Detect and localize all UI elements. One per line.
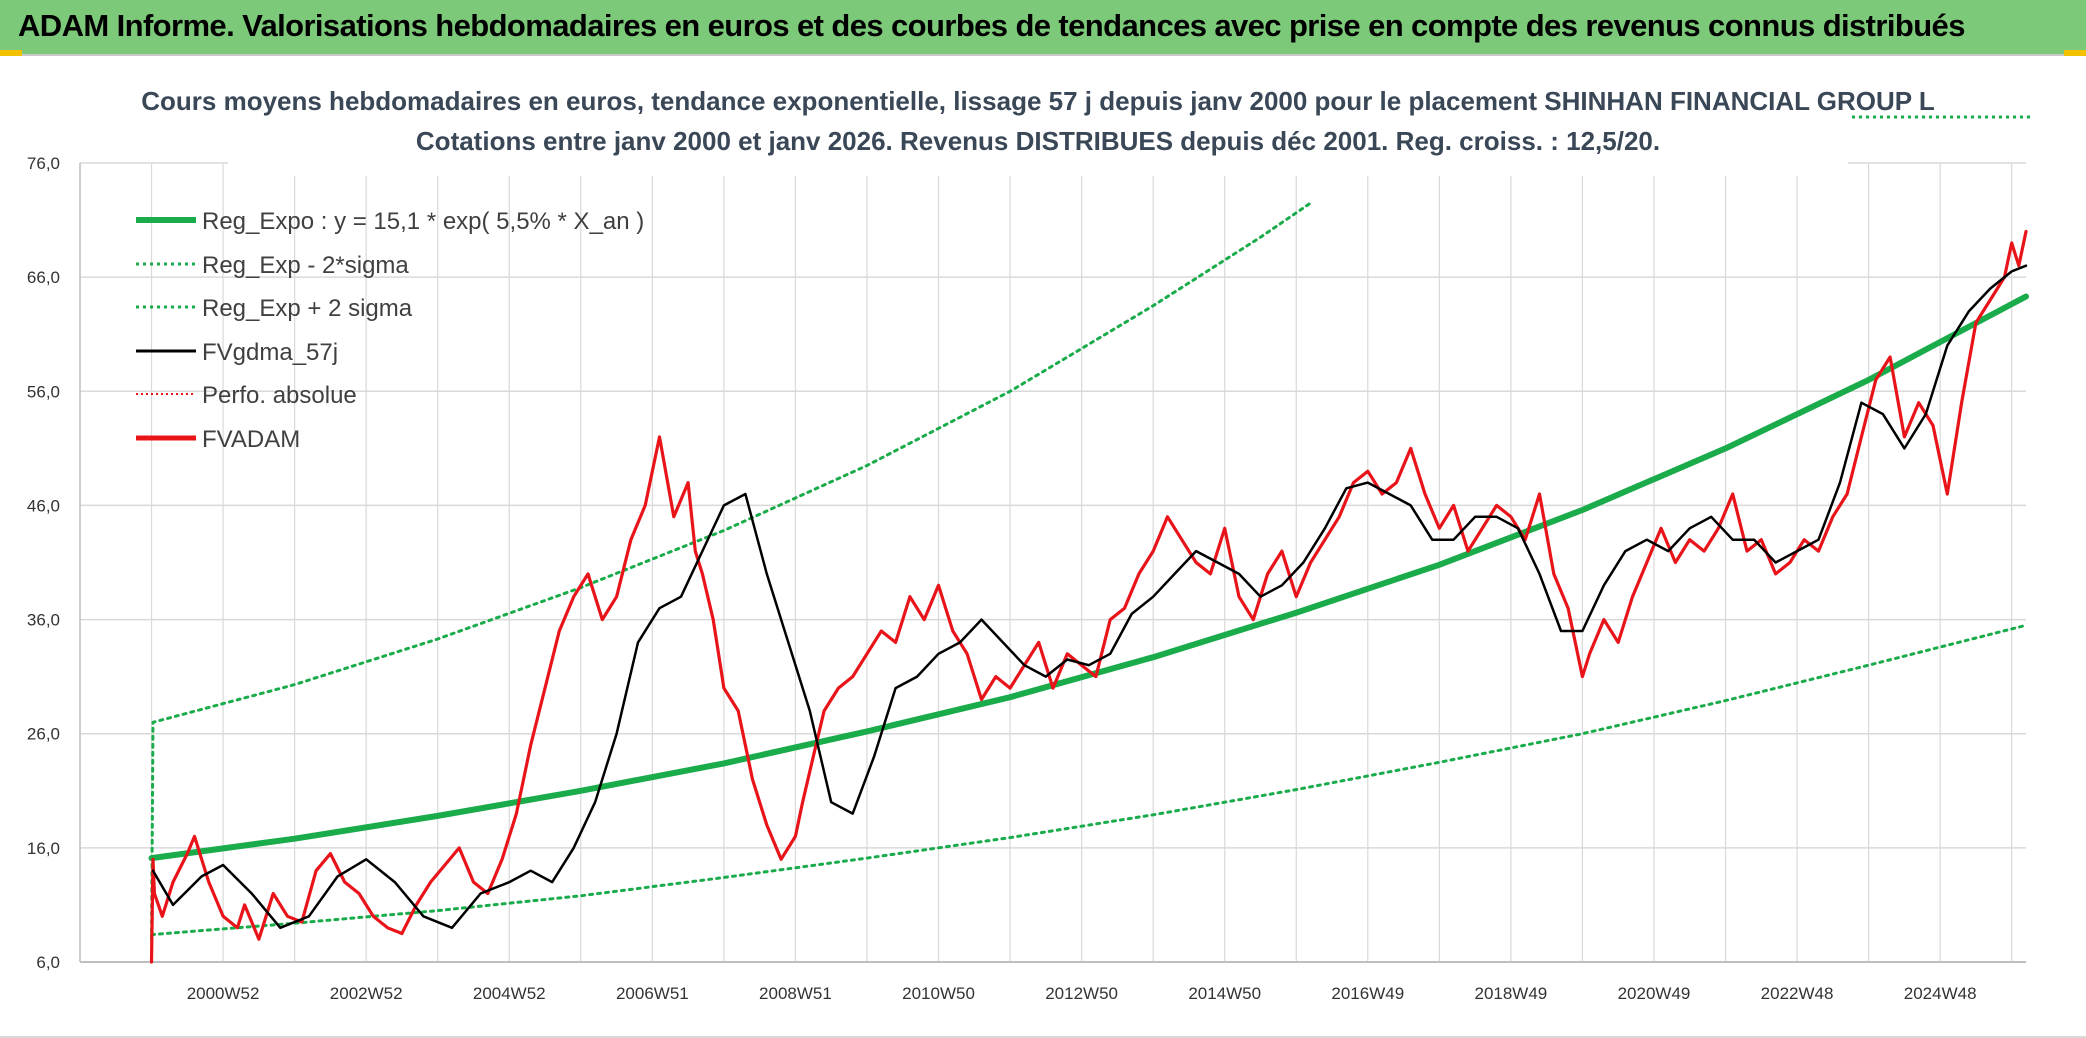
legend-label-fvadam: FVADAM <box>202 426 300 453</box>
series-reg-expo <box>148 293 2029 862</box>
y-tick-label: 66,0 <box>27 268 60 287</box>
y-tick-label: 56,0 <box>27 382 60 401</box>
corner-accent-left <box>0 50 22 56</box>
chart-title-line-1: Cours moyens hebdomadaires en euros, ten… <box>141 86 1935 116</box>
x-tick-label: 2022W48 <box>1761 984 1834 1003</box>
y-tick-label: 46,0 <box>27 496 60 515</box>
gridlines <box>79 162 2026 963</box>
x-axis-ticks: 2000W52 2002W52 2004W52 2006W51 2008W51 2010W… <box>187 984 1977 1003</box>
y-tick-label: 76,0 <box>27 154 60 173</box>
x-tick-label: 2016W49 <box>1331 984 1404 1003</box>
report-banner: ADAM Informe. Valorisations hebdomadaire… <box>0 0 2086 56</box>
chart-title-line-2: Cotations entre janv 2000 et janv 2026. … <box>416 126 1660 156</box>
y-tick-label: 16,0 <box>27 839 60 858</box>
banner-title: ADAM Informe. Valorisations hebdomadaire… <box>18 8 1965 43</box>
legend-label-reg-expo: Reg_Expo : y = 15,1 * exp( 5,5% * X_an ) <box>202 208 644 235</box>
series-fvadam <box>149 229 2028 964</box>
legend-label-fvgdma: FVgdma_57j <box>202 339 338 366</box>
x-tick-label: 2004W52 <box>473 984 546 1003</box>
legend-label-reg-exp-plus: Reg_Exp + 2 sigma <box>202 295 413 322</box>
series-layer <box>148 201 2029 964</box>
x-tick-label: 2010W50 <box>902 984 975 1003</box>
x-tick-label: 2006W51 <box>616 984 689 1003</box>
x-tick-label: 2018W49 <box>1474 984 1547 1003</box>
x-tick-label: 2008W51 <box>759 984 832 1003</box>
chart-background <box>0 56 2086 1036</box>
title-box <box>228 80 1848 176</box>
trend-chart: 6,016,026,036,046,056,066,076,0 2000W52 2… <box>0 56 2086 1036</box>
x-tick-label: 2000W52 <box>187 984 260 1003</box>
series-reg-exp-minus-2sigma <box>150 623 2028 937</box>
legend: Reg_Expo : y = 15,1 * exp( 5,5% * X_an )… <box>136 208 644 453</box>
x-tick-label: 2014W50 <box>1188 984 1261 1003</box>
y-tick-label: 36,0 <box>27 611 60 630</box>
series-reg-exp-plus-2sigma <box>150 201 1313 941</box>
y-axis-ticks: 6,0 16,0 26,0 36,0 46,0 56,0 66,0 76,0 <box>27 154 60 972</box>
series-fvgdma-57j <box>151 264 2028 930</box>
corner-accent-right <box>2064 50 2086 56</box>
legend-label-perfo: Perfo. absolue <box>202 382 357 409</box>
x-tick-label: 2012W50 <box>1045 984 1118 1003</box>
x-tick-label: 2002W52 <box>330 984 403 1003</box>
x-tick-label: 2024W48 <box>1904 984 1977 1003</box>
y-tick-label: 26,0 <box>27 725 60 744</box>
legend-label-reg-exp-minus: Reg_Exp - 2*sigma <box>202 252 409 279</box>
y-tick-label: 6,0 <box>36 953 60 972</box>
x-tick-label: 2020W49 <box>1618 984 1691 1003</box>
